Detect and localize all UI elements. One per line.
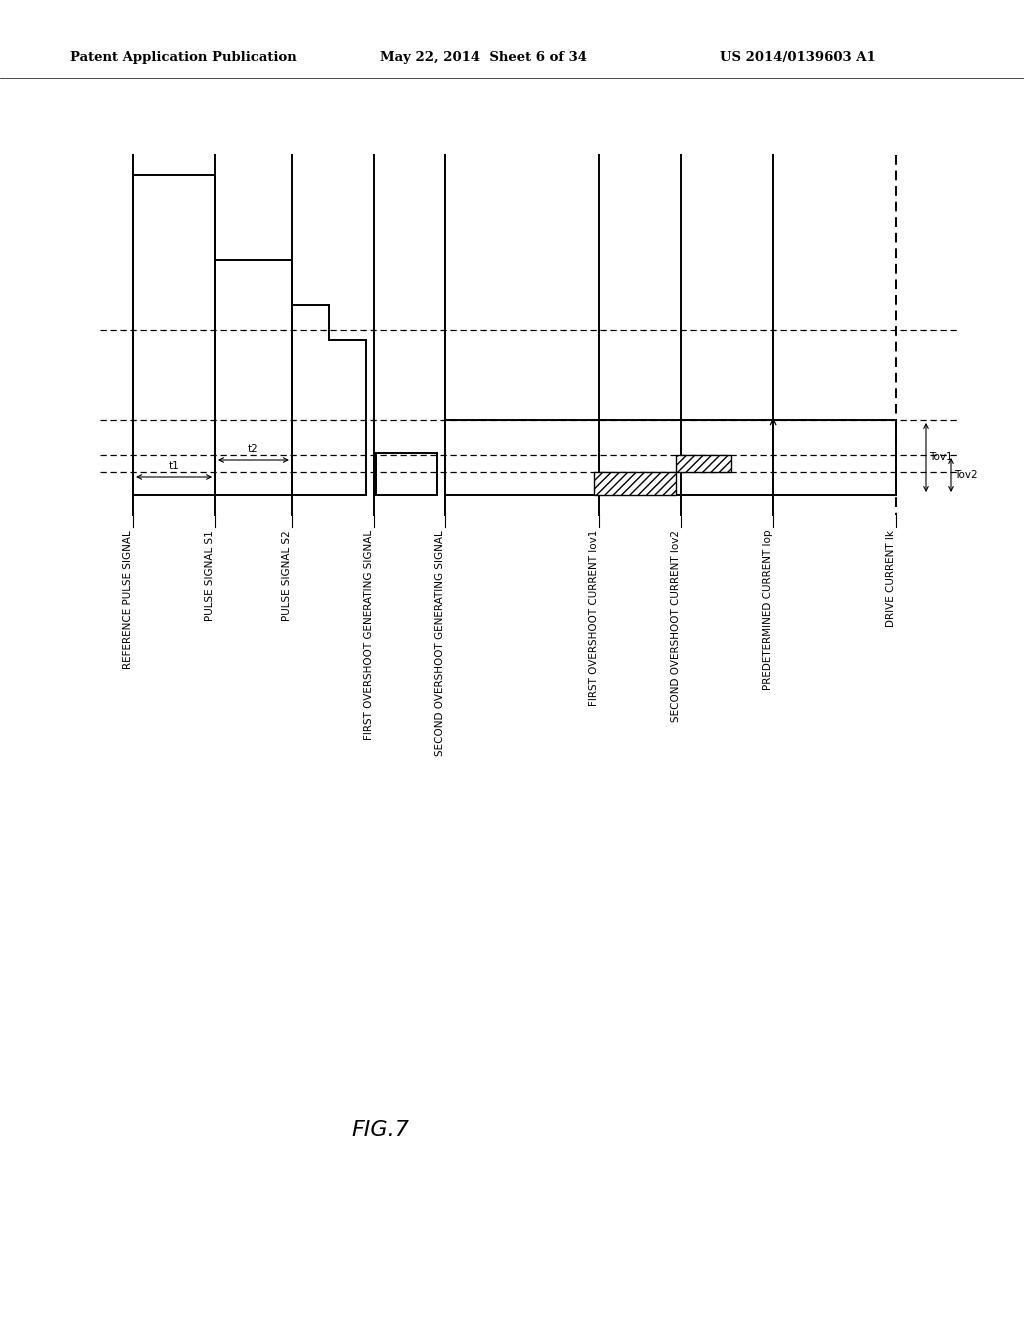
Text: PREDETERMINED CURRENT Iop: PREDETERMINED CURRENT Iop [763, 531, 773, 690]
Text: t1: t1 [169, 461, 179, 471]
Bar [676, 455, 731, 473]
Text: Patent Application Publication: Patent Application Publication [70, 51, 297, 65]
Text: FIRST OVERSHOOT CURRENT Iov1: FIRST OVERSHOOT CURRENT Iov1 [589, 531, 599, 706]
Bar [594, 473, 676, 495]
Text: PULSE SIGNAL S1: PULSE SIGNAL S1 [205, 531, 215, 620]
Text: Tov2: Tov2 [954, 470, 978, 480]
Text: US 2014/0139603 A1: US 2014/0139603 A1 [720, 51, 876, 65]
Text: FIG.7: FIG.7 [351, 1119, 409, 1140]
Text: SECOND OVERSHOOT CURRENT Iov2: SECOND OVERSHOOT CURRENT Iov2 [671, 531, 681, 722]
Text: REFERENCE PULSE SIGNAL: REFERENCE PULSE SIGNAL [123, 531, 133, 669]
Text: Tov1: Tov1 [929, 453, 952, 462]
Text: SECOND OVERSHOOT GENERATING SIGNAL: SECOND OVERSHOOT GENERATING SIGNAL [435, 531, 445, 756]
Text: t2: t2 [248, 444, 259, 454]
Text: DRIVE CURRENT Ik: DRIVE CURRENT Ik [886, 531, 896, 627]
Text: May 22, 2014  Sheet 6 of 34: May 22, 2014 Sheet 6 of 34 [380, 51, 587, 65]
Text: FIRST OVERSHOOT GENERATING SIGNAL: FIRST OVERSHOOT GENERATING SIGNAL [364, 531, 374, 741]
Text: PULSE SIGNAL S2: PULSE SIGNAL S2 [282, 531, 292, 620]
